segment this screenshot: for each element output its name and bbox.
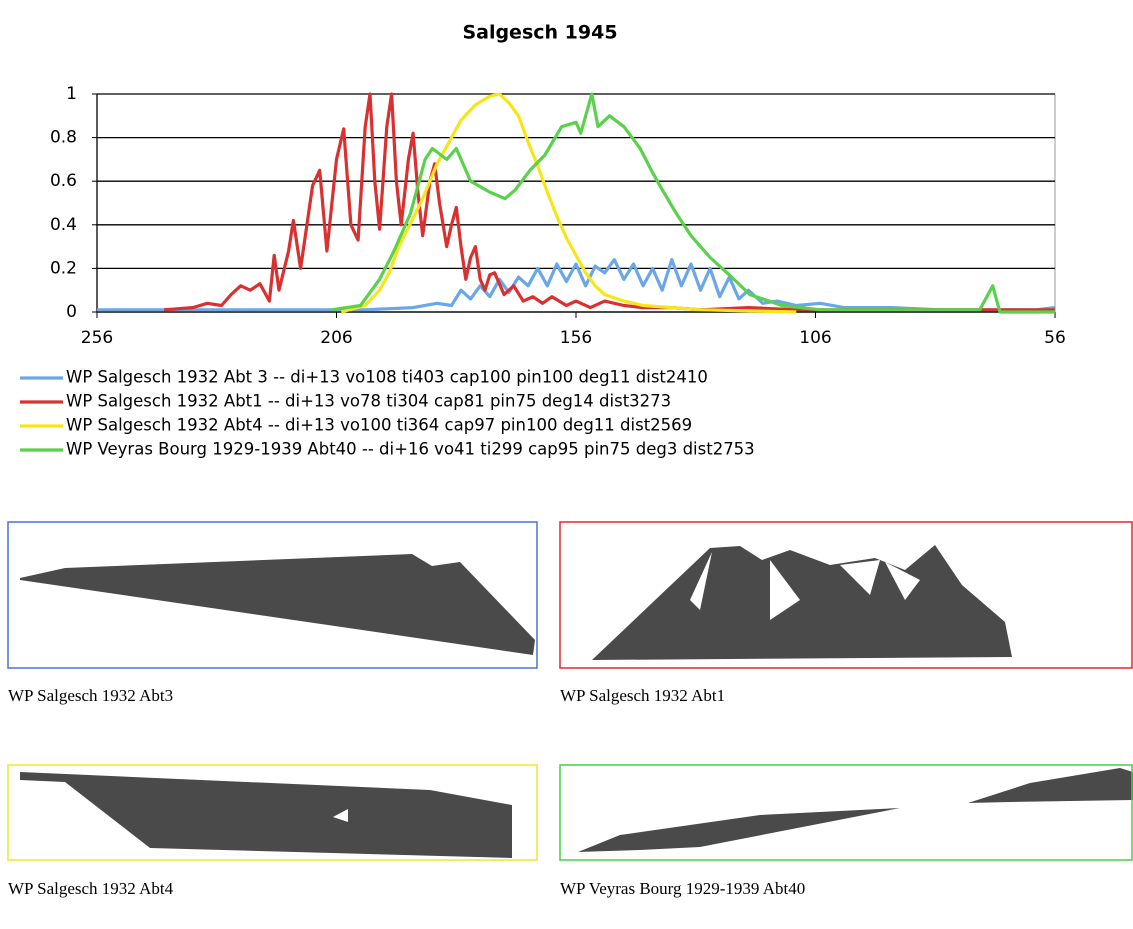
series-line <box>164 94 1055 310</box>
y-tick-label: 0.2 <box>50 258 77 278</box>
y-tick-label: 0 <box>66 302 77 322</box>
page: Salgesch 1945 0 0.2 0.4 0.6 0.8 1 256 206 156 106… <box>0 0 1133 929</box>
legend-label: WP Salgesch 1932 Abt1 -- di+13 vo78 ti30… <box>66 392 671 411</box>
y-tick-label: 0.6 <box>50 171 77 191</box>
x-tick-label: 156 <box>560 328 592 348</box>
panel-caption: WP Salgesch 1932 Abt4 <box>8 879 174 898</box>
shape <box>20 772 512 858</box>
panel-caption: WP Veyras Bourg 1929-1939 Abt40 <box>560 879 805 898</box>
y-tick-label: 0.4 <box>50 215 77 235</box>
x-tick-label: 106 <box>799 328 831 348</box>
shape <box>592 545 1012 660</box>
shape <box>968 768 1133 803</box>
plot-area: 0 0.2 0.4 0.6 0.8 1 256 206 156 106 56 <box>50 84 1066 348</box>
chart-title: Salgesch 1945 <box>462 22 617 44</box>
shape <box>578 808 900 852</box>
panel-caption: WP Salgesch 1932 Abt1 <box>560 686 725 705</box>
shape <box>20 554 535 655</box>
y-tick-label: 0.8 <box>50 128 77 148</box>
legend: WP Salgesch 1932 Abt 3 -- di+13 vo108 ti… <box>20 368 755 459</box>
x-tick-label: 256 <box>81 328 113 348</box>
legend-label: WP Salgesch 1932 Abt 3 -- di+13 vo108 ti… <box>66 368 708 387</box>
x-tick-label: 206 <box>320 328 352 348</box>
panel-caption: WP Salgesch 1932 Abt3 <box>8 686 173 705</box>
x-tick-label: 56 <box>1044 328 1066 348</box>
legend-label: WP Veyras Bourg 1929-1939 Abt40 -- di+16… <box>66 440 755 459</box>
y-tick-label: 1 <box>66 84 77 104</box>
legend-label: WP Salgesch 1932 Abt4 -- di+13 vo100 ti3… <box>66 416 692 435</box>
